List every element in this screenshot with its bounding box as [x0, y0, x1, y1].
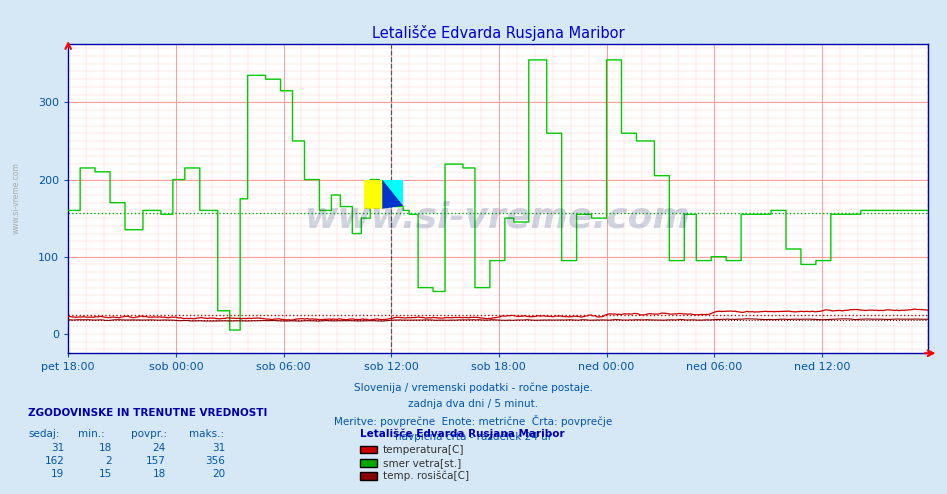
Text: temperatura[C]: temperatura[C] [383, 445, 464, 454]
Text: povpr.:: povpr.: [131, 429, 167, 439]
Text: zadnja dva dni / 5 minut.: zadnja dva dni / 5 minut. [408, 399, 539, 409]
Text: Slovenija / vremenski podatki - ročne postaje.: Slovenija / vremenski podatki - ročne po… [354, 383, 593, 393]
Text: 20: 20 [212, 469, 225, 479]
Text: smer vetra[st.]: smer vetra[st.] [383, 458, 461, 468]
Text: 19: 19 [51, 469, 64, 479]
Text: 15: 15 [98, 469, 112, 479]
Text: www.si-vreme.com: www.si-vreme.com [11, 162, 21, 234]
Text: 18: 18 [98, 443, 112, 453]
Text: min.:: min.: [78, 429, 104, 439]
Text: 31: 31 [51, 443, 64, 453]
Text: Letališče Edvarda Rusjana Maribor: Letališče Edvarda Rusjana Maribor [360, 429, 564, 439]
Text: sedaj:: sedaj: [28, 429, 60, 439]
Text: 31: 31 [212, 443, 225, 453]
Text: www.si-vreme.com: www.si-vreme.com [305, 201, 691, 234]
Text: 2: 2 [105, 456, 112, 466]
Text: Meritve: povprečne  Enote: metrične  Črta: povprečje: Meritve: povprečne Enote: metrične Črta:… [334, 415, 613, 427]
Text: 356: 356 [205, 456, 225, 466]
Text: maks.:: maks.: [189, 429, 224, 439]
Text: 162: 162 [45, 456, 64, 466]
Text: ZGODOVINSKE IN TRENUTNE VREDNOSTI: ZGODOVINSKE IN TRENUTNE VREDNOSTI [28, 408, 268, 418]
Polygon shape [383, 179, 403, 209]
Text: 24: 24 [152, 443, 166, 453]
Title: Letališče Edvarda Rusjana Maribor: Letališče Edvarda Rusjana Maribor [372, 25, 624, 41]
Text: navpična črta - razdelek 24 ur: navpična črta - razdelek 24 ur [395, 432, 552, 442]
Bar [365, 179, 383, 209]
Text: temp. rosišča[C]: temp. rosišča[C] [383, 471, 469, 482]
Polygon shape [383, 179, 403, 206]
Text: 18: 18 [152, 469, 166, 479]
Text: 157: 157 [146, 456, 166, 466]
